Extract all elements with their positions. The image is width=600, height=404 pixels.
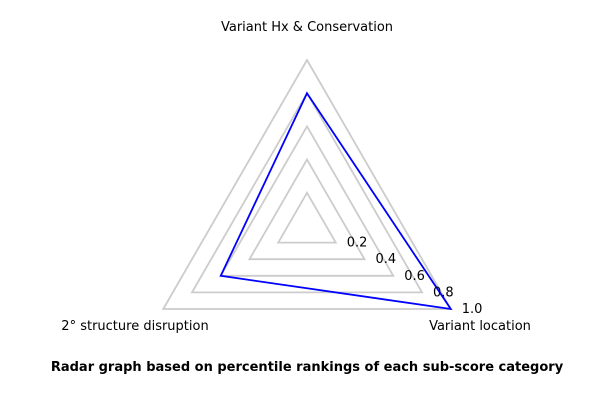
radial-tick-labels: 0.2 0.4 0.6 0.8 1.0 bbox=[347, 236, 483, 317]
grid-ring-1 bbox=[276, 190, 338, 244]
axis-label-variant-location: Variant location bbox=[429, 319, 531, 334]
grid-ring-3 bbox=[219, 124, 395, 277]
tick-label-2: 0.4 bbox=[376, 252, 397, 267]
axis-labels: Variant Hx & Conservation Variant locati… bbox=[61, 20, 531, 334]
grid-ring-2 bbox=[247, 157, 367, 261]
grid-ring-4 bbox=[190, 91, 424, 294]
tick-label-3: 0.6 bbox=[404, 269, 425, 284]
radar-grid bbox=[161, 58, 453, 310]
tick-label-1: 0.2 bbox=[347, 236, 368, 251]
radar-series-layer bbox=[219, 91, 453, 311]
tick-label-5: 1.0 bbox=[462, 302, 483, 317]
tick-label-4: 0.8 bbox=[433, 285, 454, 300]
axis-label-2d-structure: 2° structure disruption bbox=[61, 319, 208, 334]
chart-caption: Radar graph based on percentile rankings… bbox=[51, 360, 564, 375]
grid-ring-5 bbox=[161, 58, 453, 310]
series-polygon-1 bbox=[219, 91, 453, 311]
axis-label-variant-hx: Variant Hx & Conservation bbox=[221, 20, 393, 35]
